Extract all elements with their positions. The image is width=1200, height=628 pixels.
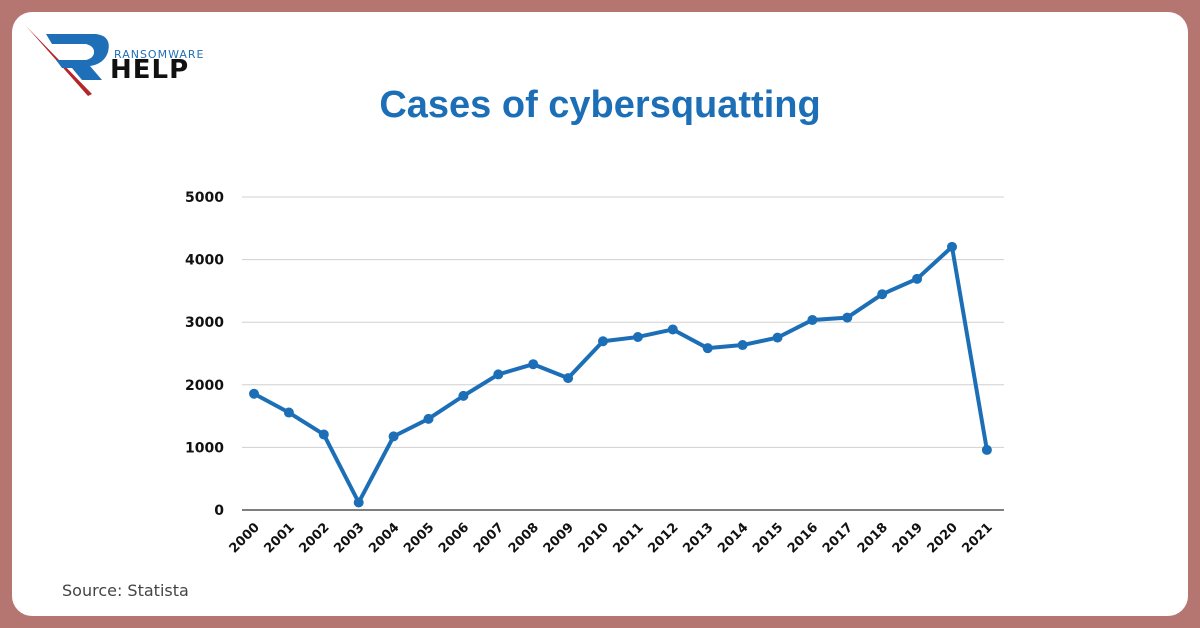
- x-tick-label: 2021: [960, 520, 996, 556]
- data-point: [877, 289, 888, 300]
- x-tick-label: 2012: [645, 520, 681, 556]
- data-point: [249, 388, 259, 399]
- x-tick-label: 2019: [890, 520, 926, 556]
- data-point: [912, 273, 923, 284]
- x-tick-label: 2018: [855, 520, 891, 556]
- y-tick-label: 0: [214, 503, 224, 519]
- data-point: [283, 407, 294, 418]
- source-note: Source: Statista: [62, 581, 189, 600]
- y-tick-label: 5000: [185, 190, 224, 206]
- data-point: [981, 444, 992, 455]
- x-tick-label: 2002: [296, 520, 332, 556]
- series-line: [253, 244, 989, 505]
- chart-title: Cases of cybersquatting: [379, 84, 821, 126]
- x-tick-label: 2016: [785, 520, 821, 556]
- logo-subtitle: RANSOMWARE: [114, 48, 205, 61]
- data-point: [318, 429, 329, 440]
- x-tick-label: 2010: [576, 520, 612, 556]
- y-tick-label: 3000: [185, 315, 224, 331]
- x-tick-label: 2005: [401, 520, 437, 556]
- y-tick-label: 2000: [185, 378, 224, 394]
- y-tick-label: 1000: [185, 440, 224, 456]
- data-point: [807, 314, 818, 325]
- infographic-card: RANSOMWARE HELP Cases of cybersquatting …: [12, 12, 1188, 616]
- data-point: [458, 390, 469, 401]
- data-point: [772, 332, 783, 343]
- x-tick-label: 2013: [680, 520, 716, 556]
- x-tick-label: 2007: [471, 520, 507, 556]
- x-tick-label: 2015: [750, 520, 786, 556]
- data-point: [632, 331, 643, 342]
- data-point: [842, 312, 853, 323]
- x-tick-label: 2009: [541, 520, 577, 556]
- logo-name: HELP: [110, 55, 190, 85]
- data-point: [947, 241, 957, 252]
- data-point: [353, 497, 364, 508]
- x-tick-label: 2017: [820, 520, 856, 556]
- line-chart: 0100020003000400050002000200120022003200…: [185, 190, 1004, 556]
- data-point: [667, 324, 678, 335]
- x-tick-label: 2011: [611, 520, 647, 556]
- r-logo-icon: [26, 26, 109, 96]
- data-point: [493, 369, 504, 380]
- x-tick-label: 2003: [331, 520, 367, 556]
- data-point: [737, 340, 748, 351]
- data-point: [598, 336, 608, 347]
- data-point: [702, 343, 713, 354]
- data-point: [528, 359, 539, 370]
- x-tick-label: 2001: [262, 520, 298, 556]
- data-point: [563, 373, 574, 384]
- x-tick-label: 2000: [227, 520, 263, 556]
- x-tick-label: 2004: [366, 520, 402, 556]
- data-point: [423, 413, 434, 424]
- x-tick-label: 2020: [925, 520, 961, 556]
- y-tick-label: 4000: [185, 253, 224, 269]
- data-point: [388, 431, 399, 442]
- x-tick-label: 2006: [436, 520, 472, 556]
- x-tick-label: 2014: [715, 520, 751, 556]
- x-tick-label: 2008: [506, 520, 542, 556]
- ransomware-help-logo: RANSOMWARE HELP: [22, 22, 205, 102]
